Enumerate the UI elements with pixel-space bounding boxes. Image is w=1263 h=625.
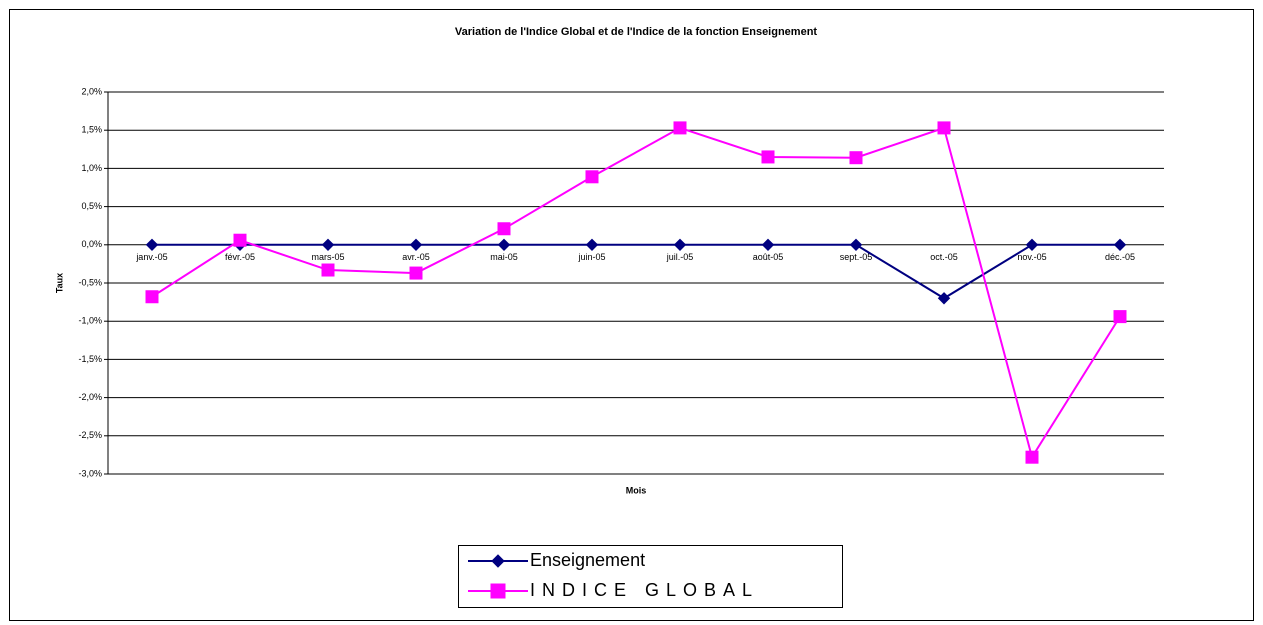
series-line <box>151 126 1121 460</box>
data-point <box>585 170 599 184</box>
x-tick-label: avr.-05 <box>402 252 430 262</box>
data-point <box>673 238 687 252</box>
x-tick-label: mars-05 <box>311 252 344 262</box>
data-point <box>409 238 423 252</box>
x-axis-label: Mois <box>626 485 647 495</box>
legend-marker <box>491 554 505 568</box>
data-point <box>1113 310 1127 324</box>
data-point <box>761 238 775 252</box>
y-tick-label: -2,5% <box>78 430 102 440</box>
data-point <box>145 290 159 304</box>
x-tick-label: juil.-05 <box>666 252 694 262</box>
y-tick-label: 1,0% <box>81 163 102 173</box>
data-point <box>321 263 335 277</box>
data-point <box>761 150 775 164</box>
x-tick-label: janv.-05 <box>135 252 167 262</box>
y-tick-label: -1,5% <box>78 354 102 364</box>
x-tick-label: mai-05 <box>490 252 518 262</box>
y-tick-label: -3,0% <box>78 468 102 478</box>
y-tick-label: -0,5% <box>78 277 102 287</box>
x-tick-label: févr.-05 <box>225 252 255 262</box>
data-point <box>937 292 951 305</box>
x-tick-label: juin-05 <box>577 252 605 262</box>
data-point <box>585 238 599 252</box>
x-tick-label: août-05 <box>753 252 784 262</box>
data-point <box>1025 450 1039 464</box>
y-tick-label: -1,0% <box>78 316 102 326</box>
y-tick-label: -2,0% <box>78 392 102 402</box>
chart-title: Variation de l'Indice Global et de l'Ind… <box>455 26 818 38</box>
data-point <box>1025 238 1039 252</box>
data-point <box>409 266 423 280</box>
x-tick-label: déc.-05 <box>1105 252 1135 262</box>
x-tick-label: nov.-05 <box>1017 252 1046 262</box>
data-point <box>145 238 159 252</box>
legend-label: INDICE GLOBAL <box>530 580 759 600</box>
data-point <box>321 238 335 252</box>
y-tick-label: 0,0% <box>81 239 102 249</box>
y-axis-label: Taux <box>54 273 64 293</box>
data-point <box>497 238 511 252</box>
data-point <box>233 233 247 247</box>
data-point <box>497 222 511 236</box>
data-point <box>849 238 863 252</box>
series-line <box>152 243 1120 300</box>
data-point <box>937 121 951 135</box>
legend-marker <box>490 583 506 599</box>
x-tick-label: oct.-05 <box>930 252 958 262</box>
data-point <box>1113 238 1127 252</box>
y-tick-label: 2,0% <box>81 86 102 96</box>
data-point <box>673 121 687 135</box>
y-tick-label: 1,5% <box>81 125 102 135</box>
legend <box>458 545 843 608</box>
chart-border <box>9 9 1254 621</box>
legend-label: Enseignement <box>530 550 645 570</box>
data-point <box>849 151 863 165</box>
y-tick-label: 0,5% <box>81 201 102 211</box>
x-tick-label: sept.-05 <box>840 252 873 262</box>
